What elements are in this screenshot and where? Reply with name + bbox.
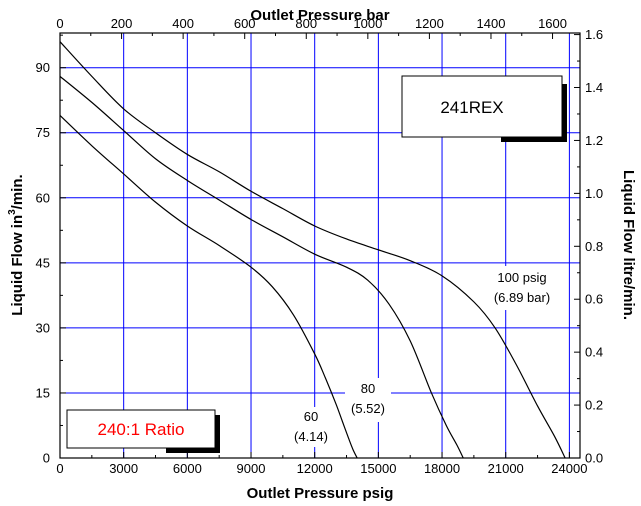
y-axis-title-left-unit: /min. bbox=[9, 174, 26, 209]
y-tick-label-left: 45 bbox=[36, 255, 50, 270]
x-tick-label-bottom: 21000 bbox=[488, 461, 524, 476]
y-tick-label-right: 1.4 bbox=[585, 80, 603, 95]
y-tick-label-right: 0.0 bbox=[585, 451, 603, 466]
y-tick-label-left: 30 bbox=[36, 320, 50, 335]
x-tick-label-top: 1000 bbox=[353, 16, 382, 31]
plot-frame bbox=[59, 32, 581, 459]
x-tick-label-top: 1400 bbox=[477, 16, 506, 31]
x-tick-label-top: 1200 bbox=[415, 16, 444, 31]
x-tick-label-top: 600 bbox=[234, 16, 256, 31]
curve-label-80: 80 (5.52) bbox=[345, 378, 391, 422]
model-box bbox=[401, 75, 563, 138]
x-tick-label-bottom: 9000 bbox=[237, 461, 266, 476]
y-tick-label-left: 60 bbox=[36, 190, 50, 205]
x-tick-label-bottom: 24000 bbox=[551, 461, 587, 476]
x-tick-label-top: 400 bbox=[172, 16, 194, 31]
x-tick-label-bottom: 6000 bbox=[173, 461, 202, 476]
y-tick-label-right: 1.6 bbox=[585, 27, 603, 42]
curve-label-60-line1: 60 bbox=[304, 409, 318, 424]
x-axis-title-bottom: Outlet Pressure psig bbox=[247, 485, 394, 502]
x-tick-label-bottom: 3000 bbox=[109, 461, 138, 476]
y-tick-label-left: 90 bbox=[36, 60, 50, 75]
y-tick-label-right: 0.8 bbox=[585, 239, 603, 254]
x-tick-label-bottom: 0 bbox=[56, 461, 63, 476]
y-axis-title-left-text: Liquid Flow in bbox=[9, 215, 26, 316]
y-tick-label-right: 0.2 bbox=[585, 398, 603, 413]
curve-label-60: 60 (4.14) bbox=[287, 407, 335, 447]
y-tick-label-left: 15 bbox=[36, 385, 50, 400]
x-tick-label-top: 1600 bbox=[538, 16, 567, 31]
y-axis-title-left: Liquid Flow in3/min. bbox=[7, 174, 26, 315]
x-tick-label-top: 200 bbox=[111, 16, 133, 31]
y-tick-label-left: 75 bbox=[36, 125, 50, 140]
y-axis-title-left-superscript: 3 bbox=[7, 209, 18, 215]
curve-label-60-line2: (4.14) bbox=[294, 429, 328, 444]
y-axis-title-right: Liquid Flow litre/min. bbox=[620, 170, 637, 320]
x-tick-label-bottom: 15000 bbox=[360, 461, 396, 476]
y-tick-label-right: 0.6 bbox=[585, 292, 603, 307]
ratio-box bbox=[66, 409, 216, 449]
curve-label-100-line1: 100 psig bbox=[497, 270, 546, 285]
curves bbox=[59, 41, 566, 459]
curve-label-80-line1: 80 bbox=[361, 381, 375, 396]
y-tick-label-left: 0 bbox=[43, 451, 50, 466]
y-tick-label-right: 0.4 bbox=[585, 345, 603, 360]
ratio-callout: 240:1 Ratio bbox=[66, 409, 220, 453]
grid bbox=[60, 33, 580, 458]
x-axis-title-top: Outlet Pressure bar bbox=[250, 7, 389, 24]
x-tick-label-bottom: 12000 bbox=[297, 461, 333, 476]
curve-60-psig bbox=[59, 114, 358, 459]
curve-label-80-bg bbox=[345, 378, 391, 422]
model-name: 241REX bbox=[440, 98, 503, 117]
curve-label-80-line2: (5.52) bbox=[351, 401, 385, 416]
model-callout: 241REX bbox=[401, 75, 567, 142]
curve-100-psig bbox=[59, 41, 566, 459]
x-tick-label-top: 800 bbox=[295, 16, 317, 31]
y-tick-label-right: 1.0 bbox=[585, 186, 603, 201]
x-tick-label-bottom: 18000 bbox=[424, 461, 460, 476]
curve-label-100: 100 psig (6.89 bar) bbox=[482, 266, 562, 310]
x-tick-label-top: 0 bbox=[56, 16, 63, 31]
curve-label-100-bg bbox=[482, 266, 562, 310]
curve-80-psig bbox=[59, 75, 464, 459]
ratio-text: 240:1 Ratio bbox=[98, 420, 185, 439]
y-tick-label-right: 1.2 bbox=[585, 133, 603, 148]
curve-label-100-line2: (6.89 bar) bbox=[494, 290, 550, 305]
curve-label-60-bg bbox=[287, 407, 335, 447]
